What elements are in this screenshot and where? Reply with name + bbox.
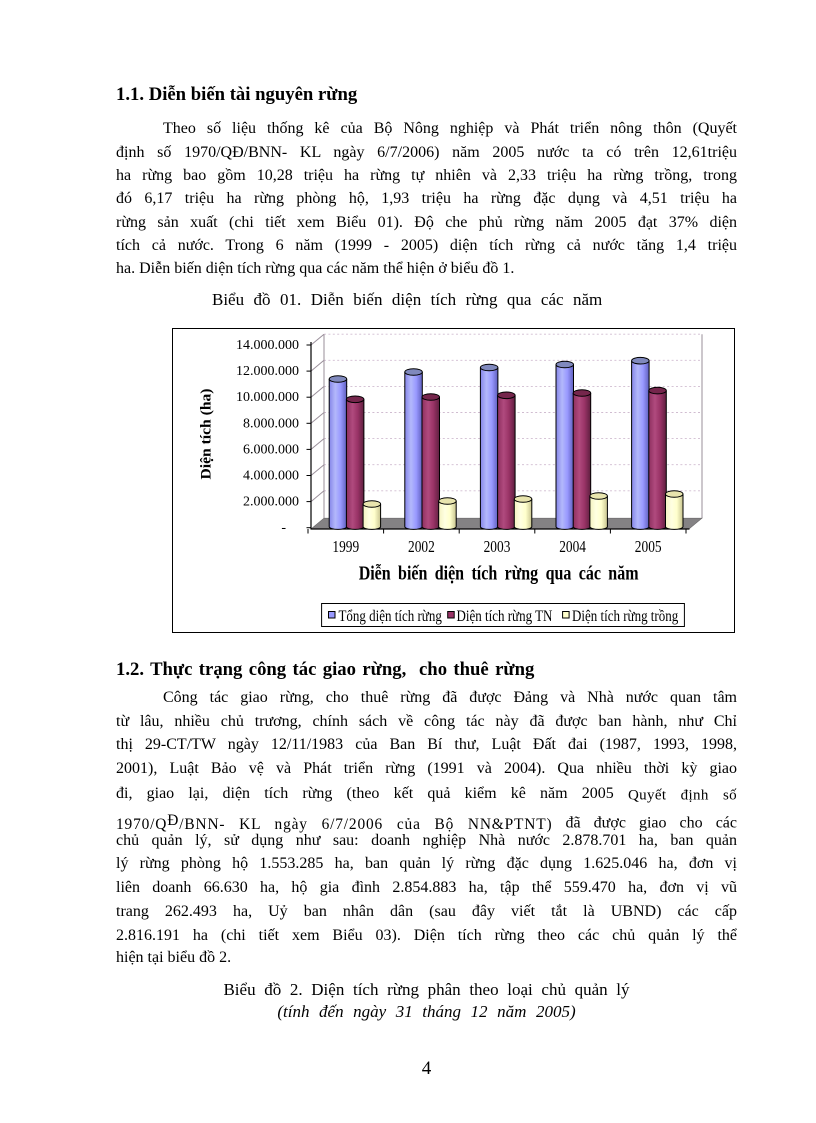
- svg-text:8.000.000: 8.000.000: [243, 416, 299, 431]
- svg-text:-: -: [281, 521, 286, 536]
- svg-text:14.000.000: 14.000.000: [236, 338, 299, 353]
- svg-text:2002: 2002: [408, 537, 435, 556]
- svg-text:4.000.000: 4.000.000: [243, 469, 299, 484]
- svg-text:2003: 2003: [484, 537, 511, 556]
- svg-text:2.000.000: 2.000.000: [243, 495, 299, 510]
- svg-text:Diện tích (ha): Diện tích (ha): [198, 389, 215, 480]
- svg-text:Diện tích rừng TN: Diện tích rừng TN: [457, 608, 553, 625]
- svg-text:Tổng diện tích rừng: Tổng diện tích rừng: [339, 608, 442, 625]
- svg-text:Diện tích rừng trồng: Diện tích rừng trồng: [572, 608, 678, 625]
- svg-text:Diễn biến diện tích rừng qua c: Diễn biến diện tích rừng qua các năm: [359, 562, 639, 584]
- svg-text:12.000.000: 12.000.000: [236, 364, 299, 379]
- svg-text:2005: 2005: [635, 537, 662, 556]
- svg-text:10.000.000: 10.000.000: [236, 390, 299, 405]
- svg-text:6.000.000: 6.000.000: [243, 442, 299, 457]
- svg-text:1999: 1999: [332, 537, 359, 556]
- svg-text:2004: 2004: [559, 537, 586, 556]
